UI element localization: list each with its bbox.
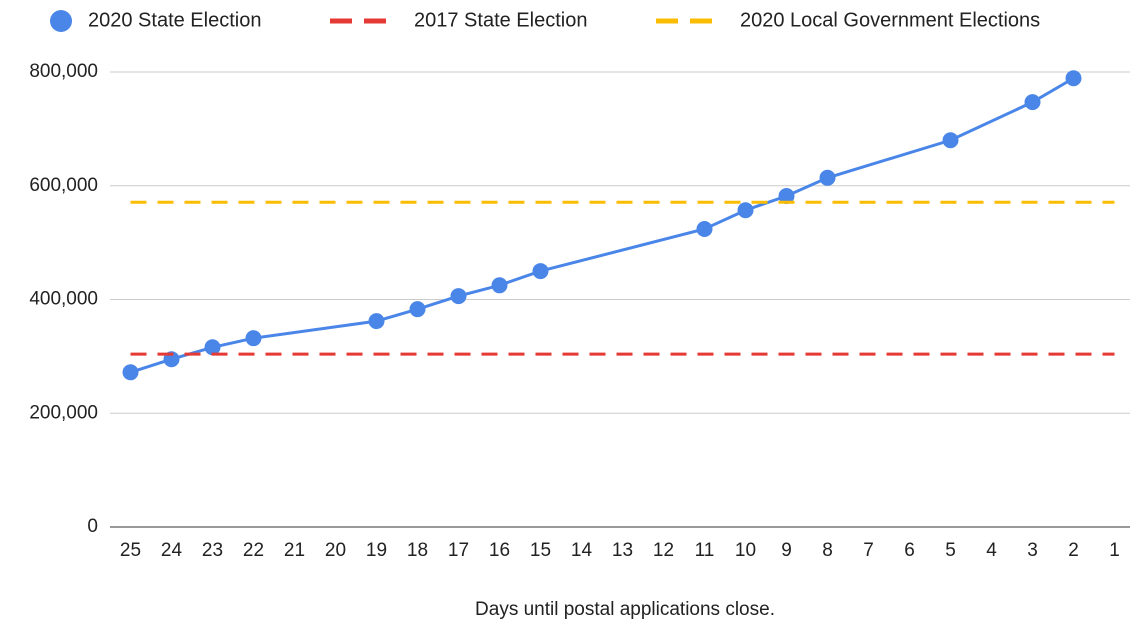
- x-tick-label: 7: [863, 540, 874, 561]
- x-tick-label: 5: [945, 540, 956, 561]
- data-point: [696, 220, 713, 237]
- data-point: [491, 277, 508, 294]
- x-tick-label: 15: [530, 540, 551, 561]
- y-tick-label: 800,000: [29, 61, 98, 82]
- x-tick-label: 10: [735, 540, 756, 561]
- legend-label: 2020 State Election: [88, 9, 261, 31]
- data-point: [778, 187, 795, 204]
- data-point: [942, 132, 959, 149]
- y-tick-label: 0: [87, 516, 98, 537]
- x-tick-label: 22: [243, 540, 264, 561]
- x-tick-label: 9: [781, 540, 792, 561]
- data-point: [1024, 94, 1041, 111]
- data-point: [245, 330, 262, 347]
- x-tick-label: 6: [904, 540, 915, 561]
- x-tick-label: 13: [612, 540, 633, 561]
- x-tick-label: 2: [1068, 540, 1079, 561]
- legend-label: 2017 State Election: [414, 9, 587, 31]
- x-tick-label: 20: [325, 540, 346, 561]
- x-tick-label: 23: [202, 540, 223, 561]
- y-tick-label: 400,000: [29, 289, 98, 310]
- data-point: [122, 364, 139, 381]
- data-point: [1065, 70, 1082, 87]
- legend-label: 2020 Local Government Elections: [740, 9, 1040, 31]
- data-point: [409, 301, 426, 318]
- x-tick-label: 17: [448, 540, 469, 561]
- x-axis-label: Days until postal applications close.: [475, 599, 775, 620]
- x-tick-label: 4: [986, 540, 997, 561]
- x-tick-label: 19: [366, 540, 387, 561]
- x-tick-label: 8: [822, 540, 833, 561]
- data-point: [819, 169, 836, 186]
- data-point: [204, 339, 221, 356]
- data-point: [368, 313, 385, 330]
- x-tick-label: 12: [653, 540, 674, 561]
- x-tick-label: 25: [120, 540, 141, 561]
- data-point: [450, 288, 467, 305]
- legend-marker: [50, 10, 72, 32]
- x-tick-label: 1: [1109, 540, 1120, 561]
- x-tick-label: 24: [161, 540, 183, 561]
- x-tick-label: 11: [695, 540, 715, 561]
- y-tick-label: 200,000: [29, 402, 98, 423]
- x-tick-label: 14: [571, 540, 593, 561]
- x-tick-label: 18: [407, 540, 428, 561]
- data-point: [532, 263, 549, 280]
- series-line: [130, 76, 1075, 374]
- x-tick-label: 21: [284, 540, 305, 561]
- data-point: [737, 202, 754, 219]
- x-tick-label: 3: [1027, 540, 1038, 561]
- x-tick-label: 16: [489, 540, 510, 561]
- y-tick-label: 600,000: [29, 175, 98, 196]
